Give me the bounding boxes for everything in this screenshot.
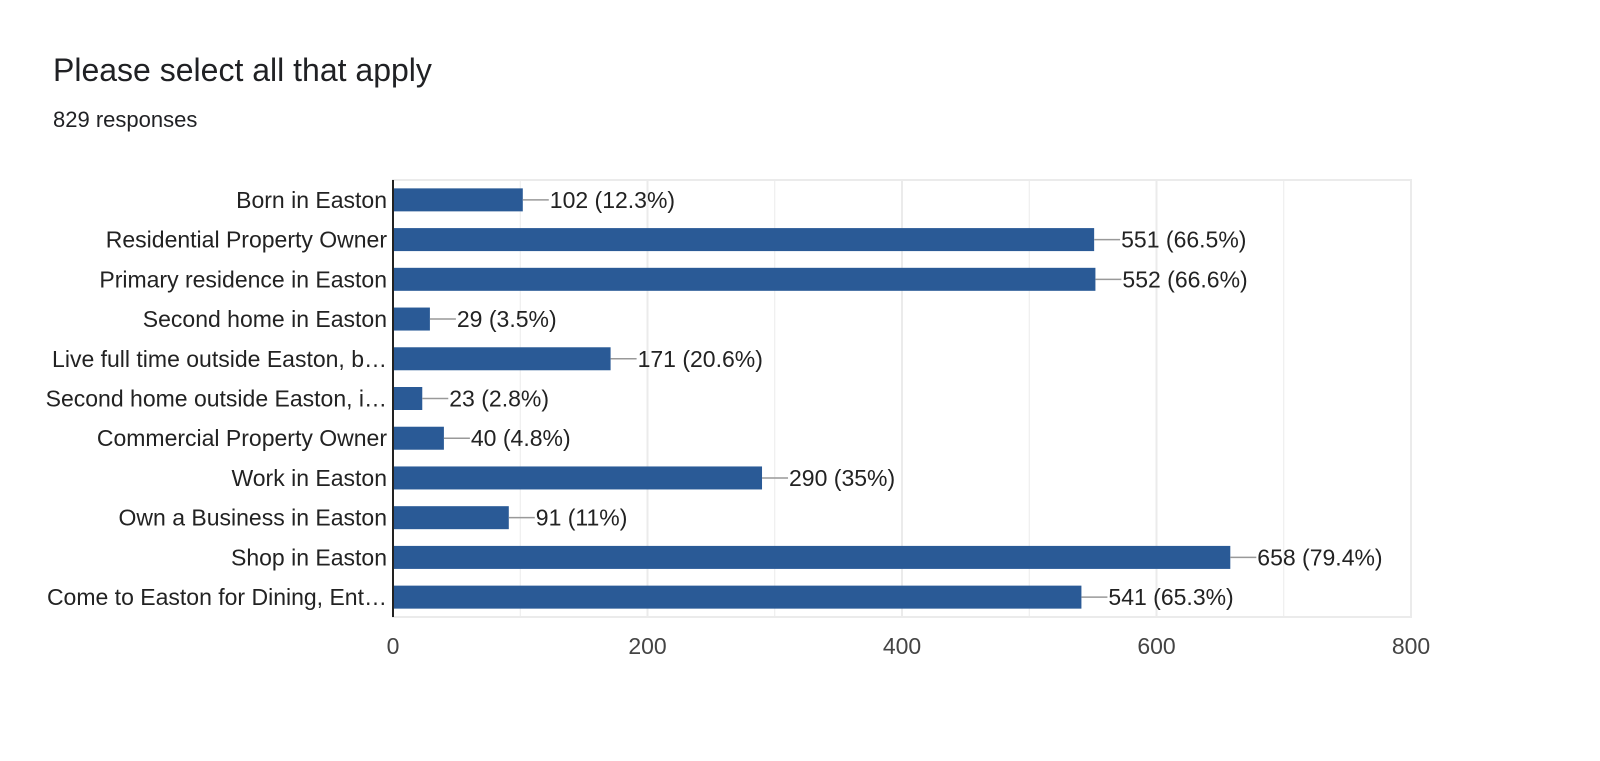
value-label: 551 (66.5%) (1121, 227, 1246, 253)
category-label: Work in Easton (231, 465, 387, 491)
category-label: Primary residence in Easton (99, 266, 387, 292)
bar (393, 188, 523, 212)
value-label: 552 (66.6%) (1122, 266, 1247, 292)
x-tick-label: 800 (1392, 633, 1430, 659)
labels: 0 200 400 600 800 102 (12.3%) Born in Easton 55… (46, 187, 1431, 659)
bar (393, 228, 1095, 252)
x-tick-label: 200 (628, 633, 666, 659)
x-tick-label: 600 (1137, 633, 1175, 659)
bar (393, 466, 763, 490)
category-label: Shop in Easton (231, 544, 387, 570)
bar (393, 307, 430, 331)
value-label: 658 (79.4%) (1257, 544, 1382, 570)
response-count: 829 responses (53, 107, 198, 132)
category-label: Born in Easton (236, 187, 387, 213)
category-label: Second home outside Easton, i… (46, 386, 387, 412)
value-label: 171 (20.6%) (638, 346, 763, 372)
value-label: 29 (3.5%) (457, 306, 557, 332)
value-label: 40 (4.8%) (471, 425, 571, 451)
x-tick-label: 400 (883, 633, 921, 659)
value-label: 91 (11%) (536, 505, 628, 531)
bars (392, 180, 1257, 617)
bar (393, 347, 611, 371)
category-label: Own a Business in Easton (119, 505, 387, 531)
category-label: Come to Easton for Dining, Ent… (47, 584, 387, 610)
category-label: Residential Property Owner (106, 227, 388, 253)
category-label: Live full time outside Easton, b… (52, 346, 387, 372)
value-label: 23 (2.8%) (449, 386, 549, 412)
bar (393, 506, 509, 530)
chart-title: Please select all that apply (53, 52, 432, 88)
value-label: 290 (35%) (789, 465, 895, 491)
x-tick-label: 0 (387, 633, 400, 659)
bar (393, 426, 444, 450)
value-label: 102 (12.3%) (550, 187, 675, 213)
bar (393, 387, 423, 410)
value-label: 541 (65.3%) (1108, 584, 1233, 610)
category-label: Commercial Property Owner (97, 425, 387, 451)
bar (393, 585, 1082, 609)
category-label: Second home in Easton (143, 306, 387, 332)
bar (393, 267, 1096, 291)
bar (393, 545, 1231, 569)
